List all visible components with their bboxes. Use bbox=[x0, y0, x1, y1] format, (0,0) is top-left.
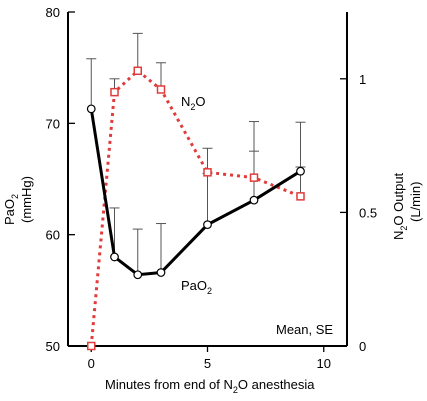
x-tick-label: 5 bbox=[204, 356, 211, 371]
right-tick-label: 0 bbox=[359, 339, 366, 354]
n2o-point bbox=[156, 85, 166, 94]
pao2-point bbox=[156, 268, 166, 277]
left-tick-label: 60 bbox=[46, 228, 60, 243]
left-tick-label: 70 bbox=[46, 116, 60, 131]
series-label-pao2: PaO2 bbox=[181, 278, 212, 296]
pao2-point bbox=[86, 104, 96, 114]
left-tick-label: 50 bbox=[46, 339, 60, 354]
x-tick-label: 10 bbox=[317, 356, 331, 371]
x-tick-label: 0 bbox=[88, 356, 95, 371]
svg-text:(L/min): (L/min) bbox=[408, 182, 423, 222]
annotation-mean-se: Mean, SE bbox=[276, 322, 333, 337]
pao2-point bbox=[203, 220, 212, 230]
series-label-n2o: N2O bbox=[181, 94, 206, 112]
right-ticks: 00.51 bbox=[340, 72, 377, 354]
x-ticks: 0 5 10 bbox=[88, 346, 331, 371]
left-axis-title: PaO2 (mmHg) bbox=[2, 176, 34, 225]
left-tick-label: 80 bbox=[46, 5, 60, 20]
right-axis-title: N2O Output (L/min) bbox=[391, 172, 423, 240]
pao2-point bbox=[249, 195, 259, 205]
svg-text:N2O Output: N2O Output bbox=[391, 172, 409, 240]
n2o-point bbox=[110, 87, 119, 97]
n2o-point bbox=[87, 341, 96, 351]
pao2-point bbox=[296, 166, 305, 176]
n2o-point bbox=[296, 192, 305, 201]
right-tick-label: 1 bbox=[359, 72, 366, 87]
svg-text:PaO2: PaO2 bbox=[2, 194, 20, 225]
pao2-point bbox=[133, 270, 143, 280]
pao2-line bbox=[89, 108, 302, 277]
right-tick-label: 0.5 bbox=[359, 205, 377, 220]
series-markers bbox=[86, 66, 305, 351]
svg-text:(mmHg): (mmHg) bbox=[19, 176, 34, 223]
x-axis-title: Minutes from end of N2O anesthesia bbox=[105, 377, 315, 395]
n2o-point bbox=[249, 173, 259, 182]
n2o-point bbox=[203, 168, 212, 177]
series-lines bbox=[89, 68, 302, 347]
left-ticks: 50 60 70 80 bbox=[46, 5, 75, 354]
pao2-point bbox=[110, 252, 119, 262]
n2o-point bbox=[133, 66, 142, 76]
n2o-line bbox=[89, 68, 302, 347]
